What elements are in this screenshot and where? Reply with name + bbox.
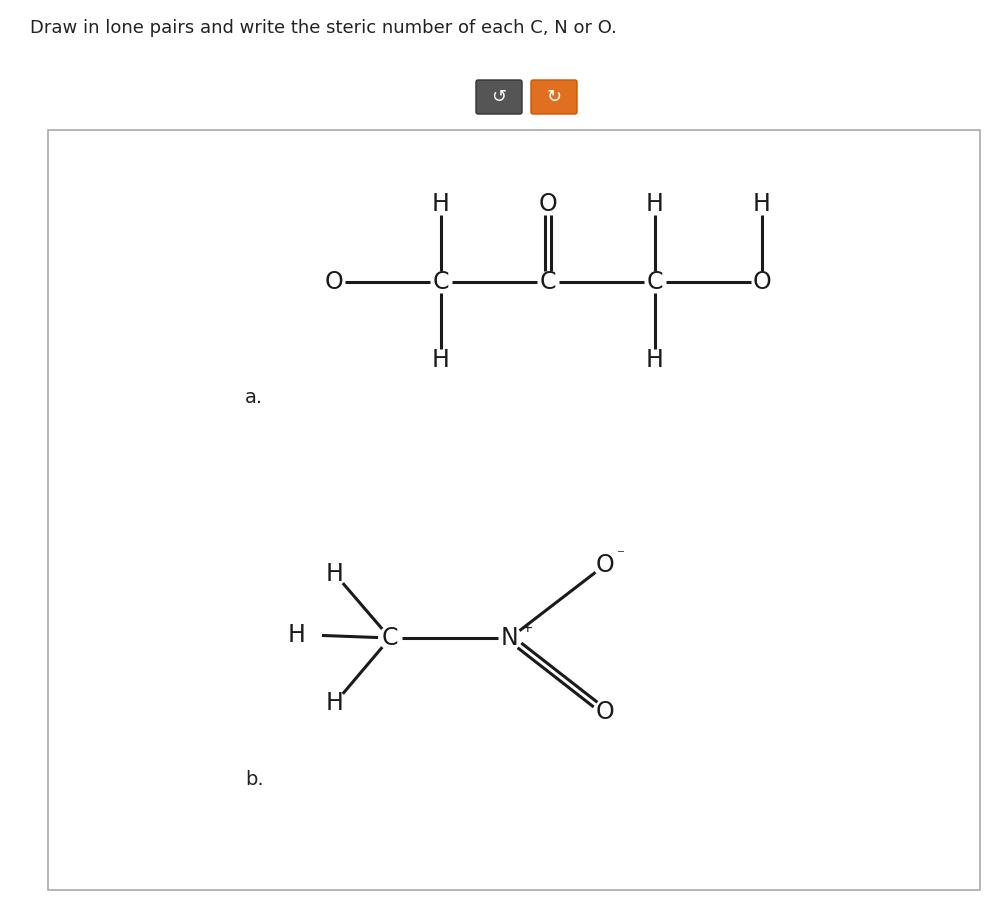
Text: Draw in lone pairs and write the steric number of each C, N or O.: Draw in lone pairs and write the steric …: [30, 19, 617, 37]
Text: O: O: [538, 192, 557, 216]
Text: H: H: [432, 348, 450, 372]
Text: C: C: [539, 270, 556, 294]
Text: H: H: [326, 691, 344, 715]
Text: C: C: [647, 270, 663, 294]
Text: C: C: [433, 270, 450, 294]
Text: +: +: [521, 621, 532, 635]
Text: H: H: [646, 192, 664, 216]
Text: ↻: ↻: [546, 88, 561, 106]
Text: O: O: [753, 270, 772, 294]
Text: H: H: [432, 192, 450, 216]
Text: H: H: [646, 348, 664, 372]
Bar: [48, 130, 980, 890]
FancyBboxPatch shape: [531, 80, 577, 114]
Text: H: H: [287, 623, 305, 647]
Text: b.: b.: [245, 770, 263, 789]
Text: a.: a.: [245, 388, 263, 407]
Text: O: O: [325, 270, 343, 294]
Text: H: H: [326, 562, 344, 586]
Text: H: H: [753, 192, 771, 216]
FancyBboxPatch shape: [476, 80, 522, 114]
Text: O: O: [595, 553, 614, 577]
Text: ⁻: ⁻: [617, 548, 625, 562]
Text: N: N: [500, 626, 517, 650]
Text: O: O: [595, 700, 614, 724]
Text: C: C: [382, 626, 398, 650]
Text: ↺: ↺: [492, 88, 506, 106]
